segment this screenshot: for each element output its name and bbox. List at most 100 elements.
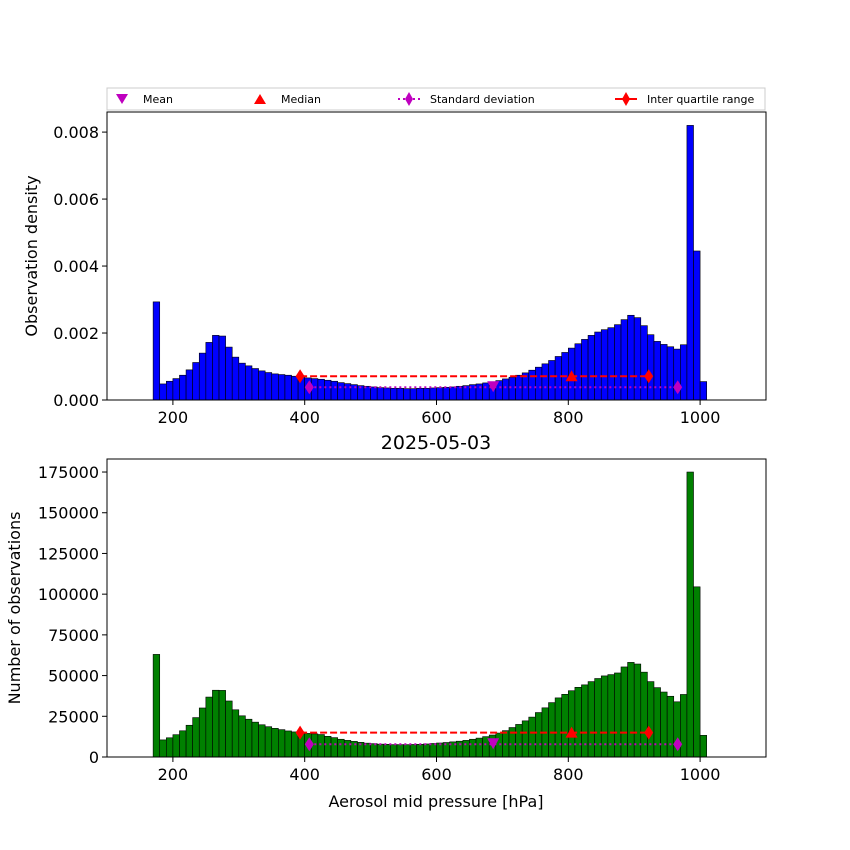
legend-median-label: Median xyxy=(281,93,321,106)
density-bars xyxy=(152,125,707,400)
density-y-ticks: 0.000 0.002 0.004 0.006 0.008 xyxy=(53,123,107,410)
density-bar xyxy=(390,387,398,400)
counts-x-axis-label: Aerosol mid pressure [hPa] xyxy=(328,792,543,811)
density-x-ticks: 200 400 600 800 1000 xyxy=(158,400,720,427)
counts-x-tick-label: 800 xyxy=(553,765,584,784)
counts-median-marker xyxy=(565,726,578,738)
counts-bar xyxy=(172,734,180,757)
density-bar xyxy=(528,369,536,400)
density-bar xyxy=(264,372,273,400)
legend-iqr: Inter quartile range xyxy=(615,92,754,106)
counts-bar xyxy=(166,737,174,757)
counts-y-tick-label: 100000 xyxy=(38,585,99,604)
density-bar xyxy=(541,363,549,400)
counts-bar xyxy=(258,724,266,757)
counts-chart: 2025-05-03 200 400 600 800 1000 0 25000 50000 7… xyxy=(5,432,767,811)
counts-y-tick-label: 125000 xyxy=(38,544,99,563)
counts-bar xyxy=(179,730,187,757)
density-bar xyxy=(337,382,345,400)
density-bar xyxy=(179,374,187,400)
density-std-marker-high xyxy=(673,380,683,395)
counts-bar xyxy=(264,726,273,757)
counts-x-tick-label: 400 xyxy=(289,765,320,784)
density-bar xyxy=(693,250,701,400)
density-bar xyxy=(152,301,161,400)
density-y-tick-label: 0.004 xyxy=(53,257,99,276)
legend: Mean Median Standard deviation Inter qua… xyxy=(106,87,766,111)
counts-bar xyxy=(376,743,385,757)
counts-bar xyxy=(251,721,259,757)
density-bar xyxy=(383,387,391,400)
counts-bar xyxy=(581,684,589,757)
counts-bar xyxy=(238,715,246,757)
counts-chart-title: 2025-05-03 xyxy=(381,432,491,454)
counts-bar xyxy=(462,740,470,757)
legend-iqr-label: Inter quartile range xyxy=(647,93,754,106)
counts-bar xyxy=(185,724,193,757)
density-bar xyxy=(429,387,437,400)
counts-bar xyxy=(330,737,338,757)
counts-bar xyxy=(640,671,648,757)
density-iqr-marker-low xyxy=(295,369,305,384)
counts-bar xyxy=(686,471,694,757)
counts-x-tick-label: 200 xyxy=(158,765,189,784)
counts-bar xyxy=(693,586,701,757)
density-bar xyxy=(587,335,595,400)
density-std-marker-low xyxy=(304,380,314,395)
density-bar xyxy=(554,356,563,400)
counts-bar xyxy=(567,690,576,757)
legend-mean: Mean xyxy=(116,93,173,106)
density-bar xyxy=(291,375,299,400)
counts-bar xyxy=(225,700,233,757)
density-mean-marker xyxy=(487,381,500,393)
density-bar xyxy=(600,329,609,400)
density-bar xyxy=(212,335,220,400)
counts-bar xyxy=(324,736,332,757)
density-bar xyxy=(482,382,490,400)
density-bar xyxy=(660,344,668,400)
legend-std-marker xyxy=(405,92,413,106)
counts-std-marker-low xyxy=(304,737,314,752)
density-y-tick-label: 0.002 xyxy=(53,324,99,343)
density-iqr-marker-high xyxy=(644,369,654,384)
density-bar xyxy=(205,342,213,400)
density-bar xyxy=(343,383,352,400)
counts-bar xyxy=(271,728,279,757)
density-bar xyxy=(258,370,266,400)
density-bar xyxy=(330,380,338,400)
counts-bar xyxy=(350,741,358,757)
counts-bar xyxy=(633,663,642,757)
legend-std: Standard deviation xyxy=(398,92,535,106)
legend-median-marker xyxy=(254,94,266,104)
counts-bar xyxy=(423,743,431,757)
density-bar xyxy=(574,343,582,400)
counts-bar xyxy=(475,737,483,757)
density-bar xyxy=(376,387,385,400)
counts-bar xyxy=(152,654,161,757)
density-bar xyxy=(614,324,622,400)
density-y-tick-label: 0.008 xyxy=(53,123,99,142)
density-bar xyxy=(403,388,411,400)
counts-bar xyxy=(666,695,675,757)
counts-y-ticks: 0 25000 50000 75000 100000 125000 150000 175000 xyxy=(38,463,107,767)
density-bar xyxy=(455,385,464,400)
counts-bar xyxy=(554,697,563,757)
density-bar xyxy=(653,341,661,400)
counts-y-axis-label: Number of observations xyxy=(5,512,24,705)
density-bar xyxy=(594,331,602,400)
density-y-tick-label: 0.006 xyxy=(53,190,99,209)
counts-bar xyxy=(317,734,325,757)
density-bar xyxy=(396,387,404,400)
density-bar xyxy=(231,356,240,400)
legend-median: Median xyxy=(254,93,321,106)
counts-y-tick-label: 0 xyxy=(89,748,99,767)
counts-bar xyxy=(561,694,569,757)
counts-y-tick-label: 50000 xyxy=(48,667,99,686)
counts-bar xyxy=(521,720,530,757)
density-bar xyxy=(548,360,556,400)
counts-bar xyxy=(535,712,543,757)
density-bar xyxy=(699,381,707,400)
density-bar xyxy=(502,378,510,400)
counts-bar xyxy=(192,717,200,757)
